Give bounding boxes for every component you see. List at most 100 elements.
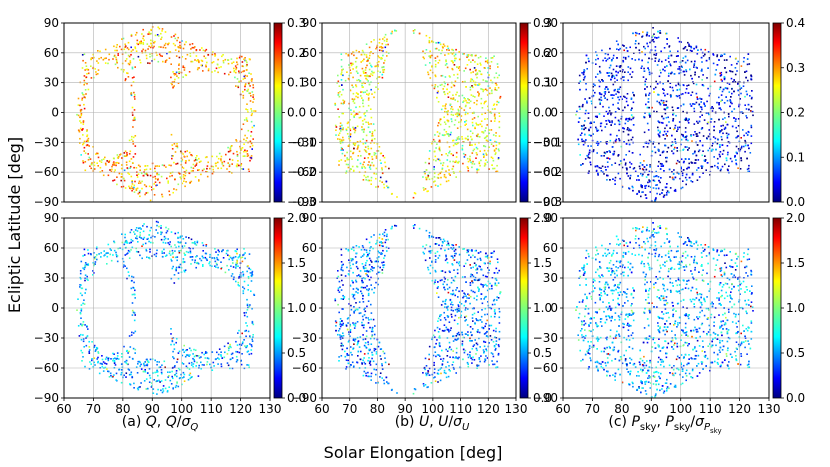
scatter-point xyxy=(446,159,449,161)
scatter-point xyxy=(579,88,581,91)
scatter-point xyxy=(204,352,207,354)
scatter-point xyxy=(481,131,483,133)
scatter-point xyxy=(659,32,662,34)
scatter-point xyxy=(375,47,377,50)
scatter-point xyxy=(132,332,135,334)
scatter-point xyxy=(635,46,637,49)
scatter-point xyxy=(640,195,642,198)
scatter-point xyxy=(356,165,358,168)
scatter-point xyxy=(663,89,665,91)
scatter-point xyxy=(454,143,456,145)
scatter-point xyxy=(156,224,158,227)
scatter-point xyxy=(478,83,480,85)
scatter-point xyxy=(430,186,433,188)
y-tick-label: 90 xyxy=(302,16,317,30)
scatter-point xyxy=(342,136,344,139)
scatter-point xyxy=(734,120,737,122)
scatter-point xyxy=(707,67,709,69)
scatter-point xyxy=(222,54,224,56)
scatter-point xyxy=(694,162,697,164)
scatter-point xyxy=(121,38,123,40)
scatter-point xyxy=(684,176,687,179)
scatter-point xyxy=(139,386,141,388)
scatter-point xyxy=(724,87,727,89)
scatter-point xyxy=(604,57,606,59)
scatter-point xyxy=(334,102,336,105)
scatter-point xyxy=(362,105,365,108)
scatter-point xyxy=(651,36,653,39)
scatter-point xyxy=(133,231,135,233)
scatter-point xyxy=(129,187,131,189)
scatter-point xyxy=(439,159,441,162)
scatter-point xyxy=(469,89,472,91)
scatter-point xyxy=(243,312,246,314)
scatter-point xyxy=(496,164,498,167)
scatter-point xyxy=(713,80,716,83)
scatter-point xyxy=(183,69,186,71)
scatter-point xyxy=(208,262,210,265)
scatter-point xyxy=(466,128,469,131)
scatter-point xyxy=(386,55,388,57)
scatter-point xyxy=(594,115,597,118)
scatter-point xyxy=(485,139,488,142)
scatter-point xyxy=(686,84,688,87)
scatter-point xyxy=(130,158,133,160)
scatter-point xyxy=(237,332,239,334)
scatter-point xyxy=(83,103,85,106)
scatter-point xyxy=(584,98,586,100)
scatter-point xyxy=(691,77,693,80)
scatter-point xyxy=(600,99,603,101)
scatter-point xyxy=(247,111,249,113)
scatter-point xyxy=(590,121,592,124)
scatter-point xyxy=(190,170,193,172)
scatter-point xyxy=(201,351,203,354)
scatter-point xyxy=(370,41,373,43)
scatter-point xyxy=(439,149,441,152)
scatter-point xyxy=(195,256,197,258)
scatter-point xyxy=(342,74,344,77)
scatter-point xyxy=(600,170,603,172)
scatter-point xyxy=(363,149,366,151)
scatter-point xyxy=(438,141,440,143)
scatter-point xyxy=(183,269,185,272)
scatter-point xyxy=(731,92,733,95)
scatter-point xyxy=(653,33,655,35)
scatter-point xyxy=(609,112,612,114)
scatter-point xyxy=(175,188,178,191)
scatter-point xyxy=(171,267,174,270)
scatter-point xyxy=(606,98,609,101)
scatter-point xyxy=(718,102,720,104)
scatter-point xyxy=(236,260,238,262)
scatter-point xyxy=(634,170,637,173)
scatter-point xyxy=(493,76,496,79)
scatter-point xyxy=(149,248,151,251)
scatter-point xyxy=(338,116,340,118)
scatter-point xyxy=(453,64,456,66)
scatter-point xyxy=(659,181,661,184)
scatter-point xyxy=(189,377,191,380)
scatter-point xyxy=(177,277,180,280)
scatter-point xyxy=(367,175,369,178)
scatter-point xyxy=(656,83,659,85)
scatter-point xyxy=(369,75,371,78)
scatter-point xyxy=(594,106,597,109)
scatter-point xyxy=(135,366,138,368)
scatter-point xyxy=(486,89,488,92)
scatter-point xyxy=(588,149,591,152)
scatter-point xyxy=(82,93,84,96)
scatter-point xyxy=(182,167,185,169)
scatter-point xyxy=(127,54,130,57)
scatter-point xyxy=(659,168,662,170)
scatter-point xyxy=(449,160,451,163)
scatter-point xyxy=(458,121,460,124)
scatter-point xyxy=(627,71,629,73)
scatter-point xyxy=(80,114,83,117)
scatter-point xyxy=(471,138,473,141)
scatter-point xyxy=(436,176,439,179)
scatter-point xyxy=(115,58,118,61)
scatter-point xyxy=(126,241,128,243)
scatter-point xyxy=(246,155,249,157)
scatter-point xyxy=(343,100,346,103)
scatter-point xyxy=(452,160,454,163)
scatter-point xyxy=(195,365,197,367)
